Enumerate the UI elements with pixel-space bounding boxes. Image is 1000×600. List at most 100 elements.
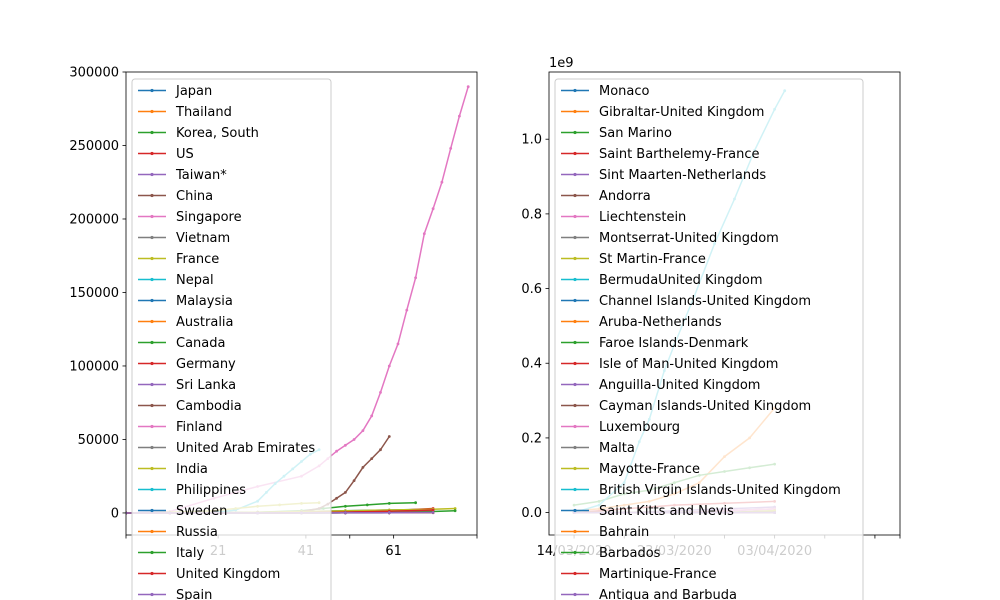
axis-offset-text: 1e9 [549, 56, 574, 71]
legend-label: Barbados [599, 546, 661, 561]
legend-label: China [176, 189, 213, 204]
data-point [414, 501, 417, 505]
y-tick-label: 0.8 [521, 207, 542, 222]
data-point [414, 276, 417, 280]
legend-marker [573, 214, 577, 219]
legend-marker [573, 340, 577, 345]
data-point [361, 466, 365, 469]
data-point [352, 438, 356, 441]
legend-marker [150, 592, 154, 597]
legend-marker [150, 508, 154, 513]
y-tick-label: 0.6 [521, 282, 542, 297]
legend-marker [573, 193, 577, 198]
legend-marker [573, 508, 577, 513]
data-point [344, 511, 347, 515]
legend-label: Italy [176, 546, 205, 561]
legend-label: Channel Islands-United Kingdom [599, 294, 811, 309]
legend-marker [573, 109, 577, 114]
data-point [431, 511, 435, 514]
data-point [361, 429, 365, 432]
data-point [352, 479, 356, 482]
legend-label: Spain [176, 588, 212, 600]
legend-marker [150, 529, 154, 534]
legend-marker [150, 382, 154, 387]
legend-label: Japan [175, 84, 212, 99]
legend-marker [150, 424, 154, 429]
legend-label: Sri Lanka [176, 378, 236, 393]
legend-label: Taiwan* [175, 168, 227, 183]
legend-label: Malaysia [176, 294, 233, 309]
data-point [379, 391, 382, 394]
legend-label: Singapore [176, 210, 242, 225]
legend-marker [573, 571, 577, 576]
legend-label: Anguilla-United Kingdom [599, 378, 760, 393]
legend-label: Luxembourg [599, 420, 680, 435]
y-tick-label: 1.0 [521, 133, 542, 148]
legend-label: Saint Kitts and Nevis [599, 504, 734, 519]
data-point [431, 207, 435, 211]
data-point [335, 496, 338, 500]
legend-label: Faroe Islands-Denmark [599, 336, 749, 351]
legend-label: Sint Maarten-Netherlands [599, 168, 766, 183]
legend-marker [573, 130, 577, 135]
data-point [387, 511, 391, 515]
data-point [440, 180, 444, 184]
legend-label: France [176, 252, 219, 267]
legend-marker [573, 592, 577, 597]
legend-label: Gibraltar-United Kingdom [599, 105, 764, 120]
legend-box [554, 78, 864, 600]
legend: Monaco Gibraltar-United Kingdom San Marino… [554, 78, 864, 600]
left-chart: 0500001000001500002000002500003000002141… [69, 66, 478, 600]
legend-marker [150, 214, 154, 219]
y-tick-label: 300000 [69, 66, 119, 81]
legend-label: St Martin-France [599, 252, 706, 267]
legend-label: Australia [176, 315, 234, 330]
data-point [431, 508, 435, 512]
y-tick-label: 0.0 [521, 506, 542, 521]
legend-marker [573, 277, 577, 282]
legend-marker [150, 319, 154, 324]
legend-label: Philippines [176, 483, 246, 498]
legend-label: British Virgin Islands-United Kingdom [599, 483, 841, 498]
data-point [344, 443, 347, 447]
data-point [422, 232, 426, 236]
legend-label: Nepal [176, 273, 214, 288]
legend-label: Sweden [176, 504, 227, 519]
data-point [344, 504, 347, 508]
data-point [387, 364, 391, 368]
legend-marker [150, 151, 154, 156]
legend-marker [573, 424, 577, 429]
legend-label: San Marino [599, 126, 672, 141]
legend-marker [150, 466, 154, 471]
y-tick-label: 50000 [78, 433, 119, 448]
legend-marker [150, 130, 154, 135]
legend-label: Saint Barthelemy-France [599, 147, 760, 162]
data-point [405, 308, 409, 312]
legend-label: Isle of Man-United Kingdom [599, 357, 778, 372]
legend-box [131, 78, 332, 600]
y-tick-label: 0.2 [521, 431, 542, 446]
legend-label: Cambodia [176, 399, 242, 414]
legend-label: Antigua and Barbuda [599, 588, 737, 600]
data-point [453, 509, 457, 513]
legend-label: Bahrain [599, 525, 649, 540]
data-point [370, 414, 374, 418]
legend-marker [573, 88, 577, 93]
legend-label: Martinique-France [599, 567, 717, 582]
legend-label: Montserrat-United Kingdom [599, 231, 779, 246]
y-tick-label: 250000 [69, 139, 119, 154]
legend-marker [573, 361, 577, 366]
data-point [365, 503, 369, 507]
legend-label: BermudaUnited Kingdom [599, 273, 763, 288]
right-chart: 0.00.20.40.60.81.014/03/202023/03/202003… [521, 56, 901, 600]
legend-label: Canada [176, 336, 225, 351]
legend-label: Germany [176, 357, 236, 372]
legend-label: India [176, 462, 208, 477]
legend-marker [150, 487, 154, 492]
legend-marker [150, 88, 154, 93]
legend-marker [573, 319, 577, 324]
legend-marker [573, 403, 577, 408]
data-point [458, 114, 461, 118]
legend-label: Russia [176, 525, 218, 540]
